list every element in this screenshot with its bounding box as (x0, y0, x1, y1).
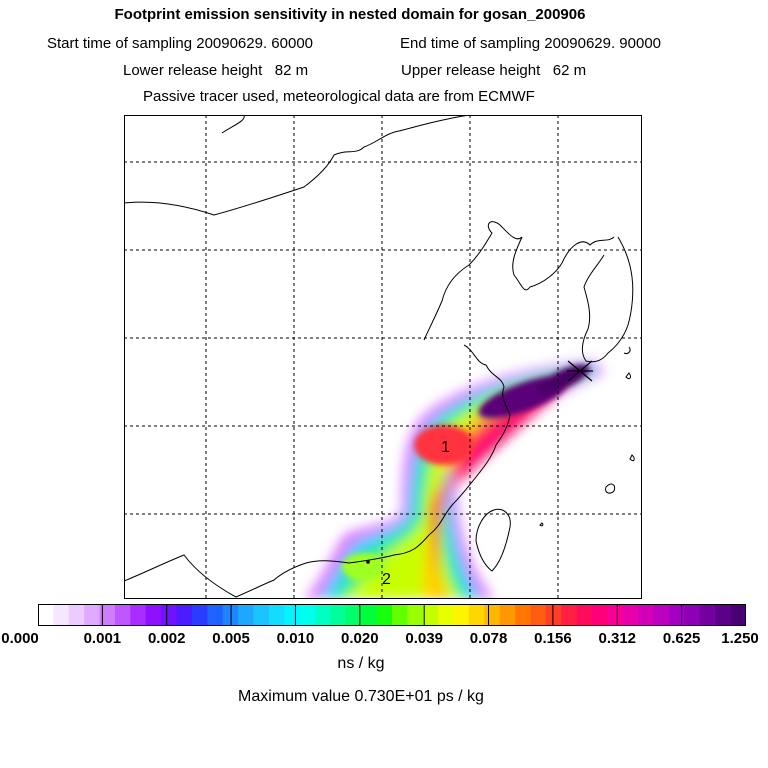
colorbar-swatch (484, 604, 501, 626)
colorbar-swatch (438, 604, 455, 626)
colorbar-swatch (561, 604, 578, 626)
colorbar-tick-label: 0.001 (83, 630, 122, 647)
colorbar-swatch (207, 604, 224, 626)
map-frame (124, 115, 642, 599)
colorbar-swatch (176, 604, 193, 626)
colorbar-tick-label: 0.312 (598, 630, 637, 647)
colorbar-swatch (130, 604, 147, 626)
colorbar-swatch (730, 604, 746, 626)
colorbar-tick-label: 0.010 (276, 630, 315, 647)
city-dot (366, 560, 370, 564)
colorbar-swatch (361, 604, 378, 626)
upper-release-height: Upper release height 62 m (401, 62, 587, 79)
coastlines (124, 115, 635, 598)
colorbar-swatch (238, 604, 255, 626)
colorbar-tick-label: 0.020 (341, 630, 379, 647)
colorbar-swatch (38, 604, 54, 626)
colorbar-swatch (499, 604, 516, 626)
colorbar-tick-label: 1.250 (721, 630, 759, 647)
colorbar-swatch (68, 604, 85, 626)
map-gridlines (124, 115, 642, 599)
colorbar-swatch (468, 604, 485, 626)
colorbar-swatch (191, 604, 208, 626)
colorbar-tick-label: 0.002 (147, 630, 186, 647)
colorbar-swatch (422, 604, 439, 626)
maximum-value: Maximum value 0.730E+01 ps / kg (238, 688, 484, 705)
colorbar-swatch (315, 604, 332, 626)
colorbar-tick-label: 0.000 (1, 630, 39, 647)
colorbar-swatch (345, 604, 362, 626)
colorbar-swatch (653, 604, 670, 626)
colorbar-swatch (161, 604, 178, 626)
colorbar-tick-label: 0.156 (534, 630, 572, 647)
colorbar-tick-label: 0.005 (212, 630, 250, 647)
lower-release-height: Lower release height 82 m (123, 62, 309, 79)
colorbar-swatch (638, 604, 655, 626)
colorbar-swatch (284, 604, 301, 626)
colorbar-swatch (607, 604, 624, 626)
sampling-start-time: Start time of sampling 20090629. 60000 (47, 35, 314, 52)
emission-plume (304, 361, 604, 599)
colorbar-swatch (376, 604, 393, 626)
colorbar-swatch (515, 604, 532, 626)
map-background (124, 115, 642, 599)
colorbar-swatch (145, 604, 162, 626)
colorbar-unit: ns / kg (337, 655, 385, 672)
footprint-map: 1 2 (124, 115, 642, 599)
colorbar-swatch (453, 604, 470, 626)
colorbar-swatch (330, 604, 347, 626)
colorbar-swatch (684, 604, 701, 626)
colorbar-swatch (622, 604, 639, 626)
plume-label-1: 1 (441, 439, 450, 456)
release-site-marker (567, 360, 593, 382)
colorbar-swatch (592, 604, 609, 626)
colorbar-swatch (715, 604, 732, 626)
colorbar-tick-label: 0.078 (469, 630, 508, 647)
colorbar-swatch (53, 604, 70, 626)
colorbar-swatch (576, 604, 593, 626)
sampling-end-time: End time of sampling 20090629. 90000 (400, 35, 662, 52)
colorbar-swatch (299, 604, 316, 626)
colorbar-swatch (669, 604, 686, 626)
colorbar-swatch (407, 604, 424, 626)
colorbar-swatch (253, 604, 270, 626)
colorbar-tick-label: 0.625 (662, 630, 701, 647)
colorbar-swatch (114, 604, 131, 626)
tracer-info: Passive tracer used, meteorological data… (143, 88, 535, 105)
colorbar-frame (38, 604, 746, 626)
colorbar-swatch (545, 604, 562, 626)
plume-label-2: 2 (382, 571, 391, 588)
colorbar-tick-label: 0.039 (405, 630, 443, 647)
plot-title: Footprint emission sensitivity in nested… (114, 6, 586, 23)
colorbar-swatch (99, 604, 116, 626)
colorbar-swatch (268, 604, 285, 626)
colorbar (38, 604, 746, 626)
colorbar-swatch (530, 604, 547, 626)
colorbar-swatch (84, 604, 101, 626)
colorbar-swatch (392, 604, 408, 626)
colorbar-swatch (699, 604, 716, 626)
